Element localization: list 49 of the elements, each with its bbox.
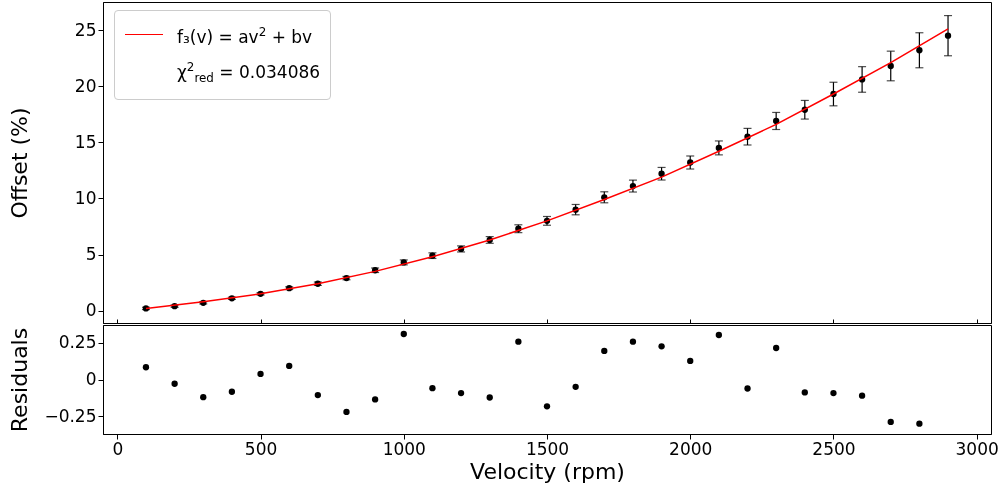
y-tick-label: −0.25 bbox=[44, 405, 97, 426]
point bbox=[629, 338, 637, 345]
point bbox=[801, 389, 808, 396]
point bbox=[744, 385, 751, 392]
legend-label: f₃(v) = av$^{2}$ + bv bbox=[177, 24, 313, 49]
y-tick-label: 0 bbox=[85, 300, 97, 321]
y-tick-label: 0 bbox=[85, 369, 97, 389]
point bbox=[457, 389, 465, 397]
x-tick-label: 2000 bbox=[669, 438, 713, 459]
x-tick-label: 500 bbox=[244, 438, 278, 459]
y-tick-label: 20 bbox=[74, 75, 97, 96]
point bbox=[687, 357, 694, 365]
point bbox=[830, 389, 837, 397]
y-tick-label: 15 bbox=[74, 131, 97, 152]
point bbox=[658, 343, 665, 350]
point bbox=[343, 408, 350, 416]
y-tick-label: 10 bbox=[74, 187, 97, 208]
x-tick-label: 1500 bbox=[525, 438, 570, 459]
x-tick-label: 1000 bbox=[382, 438, 426, 459]
x-tick-label: 3000 bbox=[955, 438, 999, 459]
point bbox=[200, 394, 207, 401]
point bbox=[601, 347, 608, 355]
point bbox=[543, 403, 551, 410]
point bbox=[314, 391, 321, 399]
y-tick-label: 0.25 bbox=[58, 332, 97, 353]
point bbox=[572, 383, 579, 391]
point bbox=[916, 420, 923, 427]
y-axis-title: Residuals bbox=[6, 327, 32, 433]
point bbox=[486, 394, 493, 401]
point bbox=[228, 388, 236, 395]
x-axis-title: Velocity (rpm) bbox=[470, 458, 625, 484]
x-tick-label: 0 bbox=[112, 438, 124, 459]
point bbox=[515, 338, 522, 345]
y-tick-label: 25 bbox=[74, 19, 97, 40]
point bbox=[429, 385, 436, 392]
point bbox=[257, 370, 264, 378]
point bbox=[142, 364, 150, 371]
point bbox=[887, 418, 894, 426]
point bbox=[371, 396, 379, 403]
point bbox=[171, 380, 178, 387]
point bbox=[400, 330, 407, 338]
y-axis-title: Offset (%) bbox=[6, 107, 32, 219]
x-tick-label: 2500 bbox=[812, 438, 856, 459]
point bbox=[773, 344, 780, 352]
point bbox=[286, 362, 293, 370]
point bbox=[715, 331, 723, 339]
point bbox=[858, 392, 866, 399]
y-tick-label: 5 bbox=[85, 244, 97, 265]
annotation: χ$^{2}$$_{red}$ = 0.034086 bbox=[177, 58, 321, 87]
